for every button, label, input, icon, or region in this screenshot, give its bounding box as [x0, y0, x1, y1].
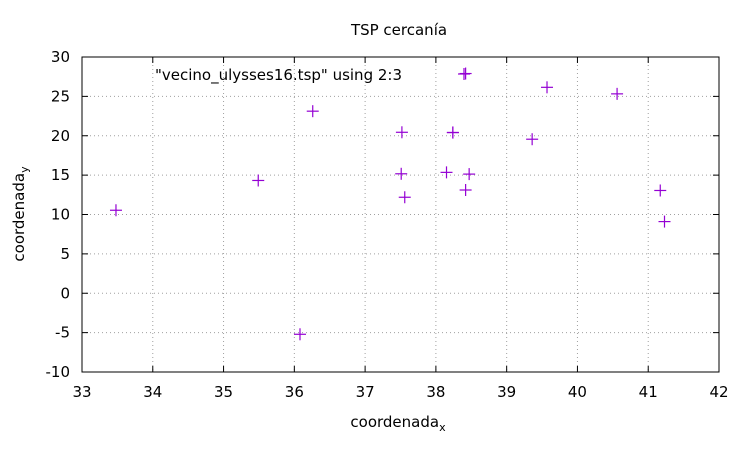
- data-point: [654, 184, 667, 197]
- data-point: [459, 184, 472, 197]
- data-point: [446, 126, 459, 139]
- data-point: [541, 81, 554, 94]
- data-points: [109, 67, 671, 341]
- data-point: [463, 168, 476, 181]
- data-point: [658, 215, 671, 228]
- plot-frame: [81, 56, 720, 373]
- y-tick-label: 25: [51, 87, 70, 105]
- x-axis-label-sub: x: [439, 421, 446, 434]
- y-tick-label: 15: [51, 166, 70, 184]
- x-tick-label: 39: [497, 383, 516, 401]
- y-tick-label: -10: [46, 363, 71, 381]
- data-point: [440, 166, 453, 179]
- y-tick-label: 0: [60, 284, 70, 302]
- x-axis-label: coordenadax: [350, 413, 446, 434]
- axis-ticks: 33 34 35 36 37 38 39 40 41 42 -10 -5 0 5 10 15 20 25 30: [46, 48, 729, 401]
- x-tick-label: 37: [356, 383, 375, 401]
- y-tick-label: 20: [51, 127, 70, 145]
- x-tick-label: 36: [285, 383, 304, 401]
- data-point: [252, 174, 265, 187]
- x-tick-label: 34: [143, 383, 162, 401]
- y-tick-label: 10: [51, 206, 70, 224]
- y-axis-label: coordenaday: [10, 166, 31, 262]
- y-axis-label-main: coordenada: [10, 173, 28, 262]
- legend-label: "vecino_ulysses16.tsp" using 2:3: [155, 66, 402, 85]
- x-tick-label: 35: [214, 383, 233, 401]
- x-tick-label: 42: [709, 383, 728, 401]
- legend-marker: [458, 68, 470, 80]
- y-tick-label: 5: [60, 245, 70, 263]
- y-tick-label: -5: [55, 324, 70, 342]
- x-tick-label: 40: [568, 383, 587, 401]
- grid-lines: [82, 57, 719, 372]
- x-tick-label: 38: [426, 383, 445, 401]
- data-point: [398, 191, 411, 204]
- y-axis-label-sub: y: [18, 166, 31, 173]
- x-tick-label: 41: [639, 383, 658, 401]
- x-axis-label-main: coordenada: [350, 413, 439, 431]
- data-point: [395, 167, 408, 180]
- data-point: [293, 328, 306, 341]
- data-point: [526, 133, 539, 146]
- data-point: [306, 105, 319, 118]
- y-tick-label: 30: [51, 48, 70, 66]
- data-point: [611, 87, 624, 100]
- data-point: [395, 126, 408, 139]
- chart-title: TSP cercanía: [350, 21, 447, 39]
- x-tick-label: 33: [72, 383, 91, 401]
- data-point: [109, 204, 122, 217]
